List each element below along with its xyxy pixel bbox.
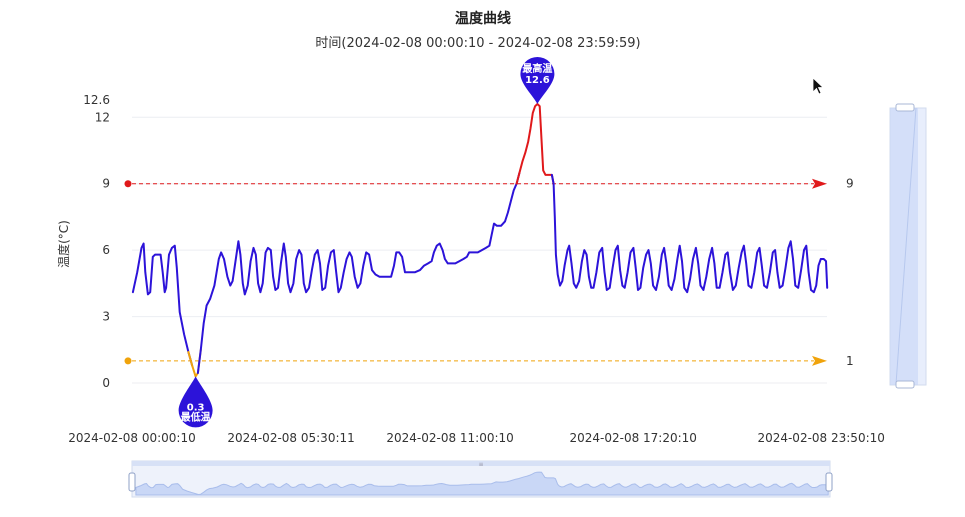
horizontal-zoom-handle-right[interactable] [825,472,833,492]
series-line-segment [131,242,194,367]
chart-title: 温度曲线 [455,10,511,27]
pin-shape [520,56,555,104]
x-tick-label: 2024-02-08 23:50:10 [757,431,884,445]
pin-value: 12.6 [525,75,550,86]
series-line-segment [515,103,555,185]
mouse-cursor-icon [812,77,825,95]
x-axis-ticks: 2024-02-08 00:00:10 2024-02-08 05:30:11 20… [68,431,885,445]
horizontal-datazoom-slider[interactable]: ≡ [128,460,833,498]
y-axis-ticks: 0 3 6 9 12 12.6 [83,93,110,390]
pin-name: 最低温 [181,410,211,423]
vertical-datazoom-slider[interactable] [889,103,927,389]
horizontal-zoom-handle-left[interactable] [128,472,136,492]
vertical-zoom-selection[interactable] [890,108,918,385]
series-line-segment [196,171,521,374]
series-line-segment [550,173,829,294]
pin-value: 0.3 [187,402,205,413]
x-tick-label: 2024-02-08 11:00:10 [386,431,513,445]
y-tick-label: 12.6 [83,93,110,107]
horizontal-zoom-move-bar[interactable] [132,461,830,466]
markline-arrow-icon [812,355,827,366]
y-axis-label: 温度(°C) [56,220,71,268]
y-tick-label: 0 [102,376,110,390]
grip-icon: ≡ [478,461,483,468]
pin-shape [178,376,213,428]
mark-lines: 91 [124,177,854,368]
x-tick-label: 2024-02-08 00:00:10 [68,431,195,445]
vertical-zoom-handle-bottom[interactable] [895,380,915,389]
markline-arrow-icon [812,178,827,189]
y-tick-label: 3 [102,310,110,324]
y-tick-label: 6 [102,243,110,257]
temperature-series[interactable] [131,103,829,378]
markline-label: 9 [846,177,854,191]
y-tick-label: 9 [102,177,110,191]
y-tick-label: 12 [95,110,110,124]
chart-subtitle: 时间(2024-02-08 00:00:10 - 2024-02-08 23:5… [315,36,640,51]
markline-start-dot [124,357,132,365]
vertical-zoom-preview [895,107,917,385]
vertical-zoom-handle-top[interactable] [895,103,915,112]
x-tick-label: 2024-02-08 17:20:10 [569,431,696,445]
x-tick-label: 2024-02-08 05:30:11 [227,431,354,445]
horizontal-zoom-preview [135,471,829,496]
markline-label: 1 [846,354,854,368]
markline-start-dot [124,180,132,188]
pin-name: 最高温 [522,62,552,75]
